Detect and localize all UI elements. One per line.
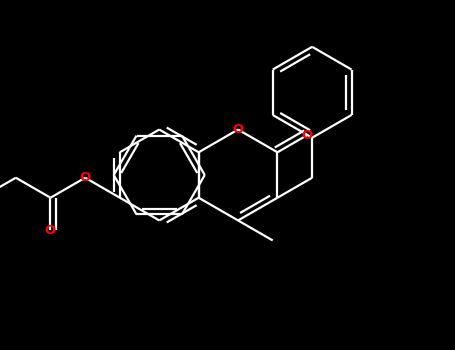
Text: O: O	[233, 123, 244, 136]
Text: O: O	[301, 129, 313, 142]
Text: O: O	[45, 224, 56, 237]
Text: O: O	[80, 171, 91, 184]
